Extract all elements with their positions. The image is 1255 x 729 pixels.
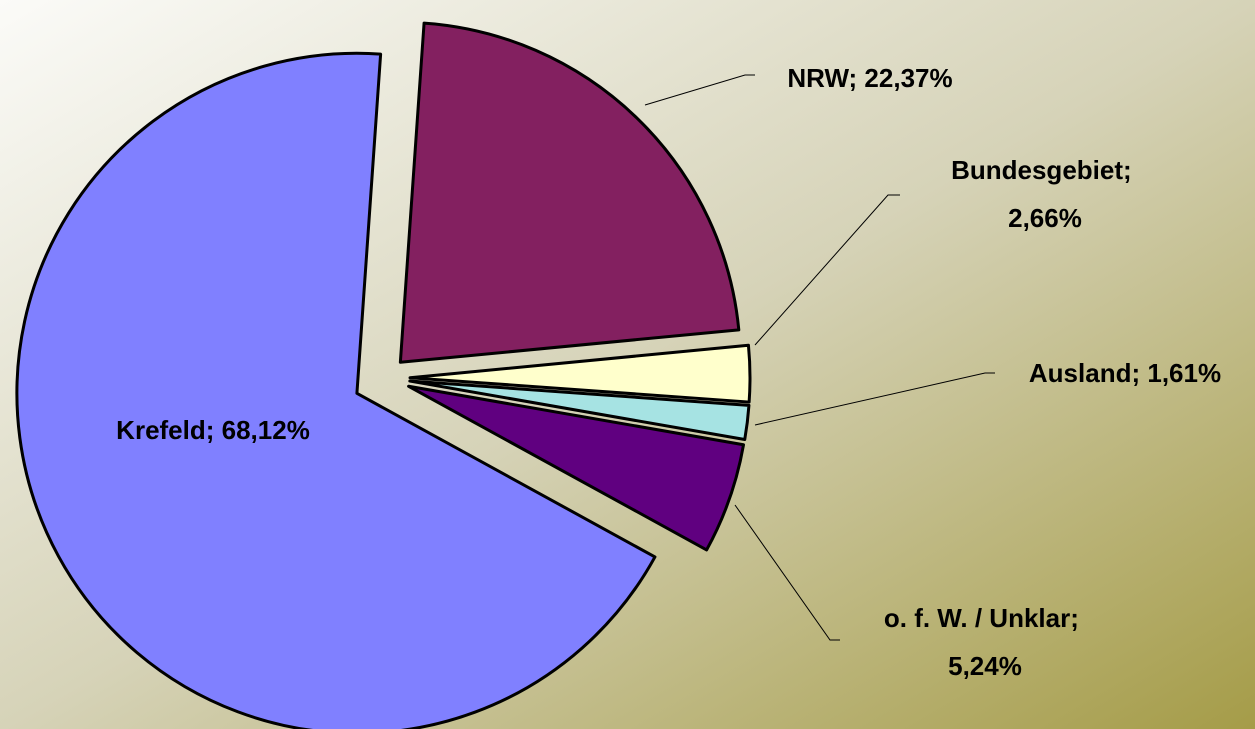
- label-separator: ;: [1070, 603, 1086, 633]
- label-value: 1,61%: [1147, 358, 1221, 388]
- label-separator: ;: [849, 63, 865, 93]
- label-category: NRW: [787, 63, 849, 93]
- data-label: NRW; 22,37%: [787, 63, 952, 93]
- label-value: 68,12%: [222, 415, 310, 445]
- label-value: 2,66%: [1008, 203, 1082, 233]
- leader-line: [734, 504, 840, 641]
- label-separator: ;: [1123, 155, 1139, 185]
- data-label: Bundesgebiet; 2,66%: [951, 155, 1139, 233]
- data-label: o. f. W. / Unklar; 5,24%: [884, 603, 1086, 681]
- label-separator: ;: [206, 415, 222, 445]
- label-category: Krefeld: [116, 415, 206, 445]
- pie-slice: [408, 379, 751, 442]
- pie-slice: [407, 384, 746, 552]
- label-category: Bundesgebiet: [951, 155, 1123, 185]
- pie-slice: [398, 21, 741, 364]
- label-category: o. f. W. / Unklar: [884, 603, 1070, 633]
- leader-line: [644, 74, 755, 106]
- data-label: Ausland; 1,61%: [1029, 358, 1221, 388]
- label-value: 22,37%: [864, 63, 952, 93]
- data-label: Krefeld; 68,12%: [116, 415, 310, 445]
- label-category: Ausland: [1029, 358, 1132, 388]
- pie-slice: [15, 51, 657, 729]
- leader-line: [754, 372, 995, 426]
- label-separator: ;: [1131, 358, 1147, 388]
- label-value: 5,24%: [948, 651, 1022, 681]
- pie-slice: [408, 343, 752, 404]
- leader-line: [754, 194, 900, 346]
